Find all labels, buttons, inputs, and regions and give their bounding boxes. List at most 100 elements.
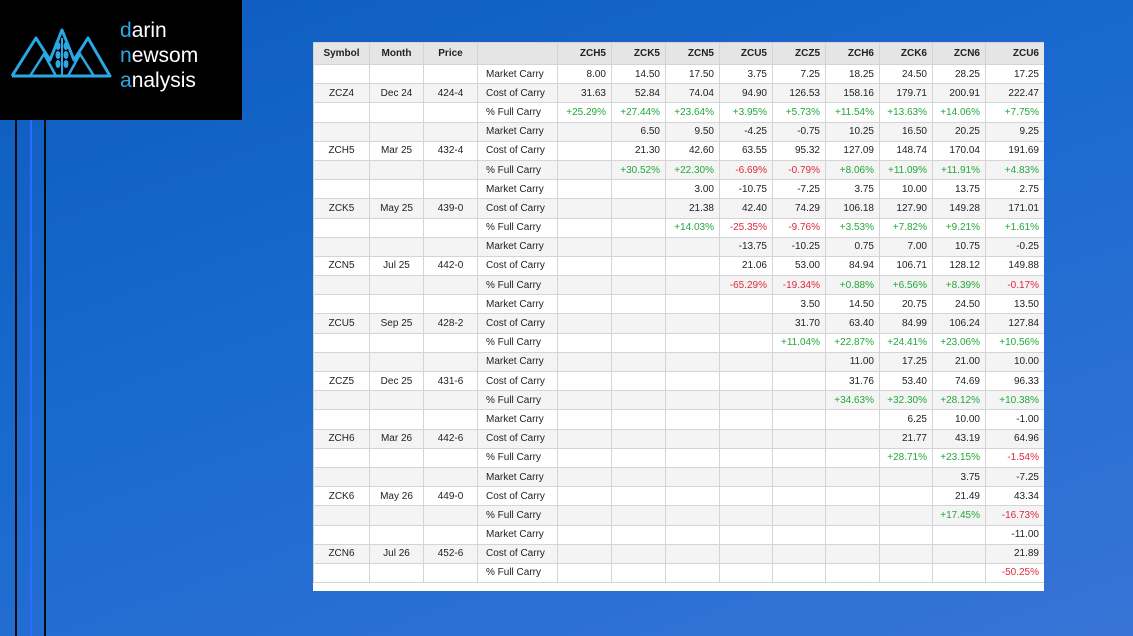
value-cell: -11.00 bbox=[985, 524, 1044, 545]
symbol-cell bbox=[313, 294, 370, 315]
left-rule-3 bbox=[44, 120, 46, 636]
value-cell: +34.63% bbox=[825, 390, 880, 411]
symbol-cell bbox=[313, 217, 370, 238]
metric-label-cell: Cost of Carry bbox=[477, 140, 558, 161]
symbol-cell bbox=[313, 332, 370, 353]
value-cell bbox=[719, 486, 773, 507]
value-cell bbox=[932, 524, 986, 545]
value-cell bbox=[825, 428, 880, 449]
value-cell bbox=[557, 562, 612, 584]
value-cell bbox=[772, 505, 826, 526]
value-cell: 3.75 bbox=[825, 179, 880, 200]
price-cell: 439-0 bbox=[423, 198, 478, 219]
value-cell: 31.70 bbox=[772, 313, 826, 334]
value-cell: 20.75 bbox=[879, 294, 933, 315]
value-cell bbox=[825, 524, 880, 545]
value-cell bbox=[879, 562, 933, 584]
value-cell: 10.75 bbox=[932, 236, 986, 257]
value-cell bbox=[719, 543, 773, 564]
value-cell: +7.75% bbox=[985, 102, 1044, 123]
value-cell bbox=[719, 351, 773, 373]
value-cell: +27.44% bbox=[611, 102, 666, 123]
price-cell: 442-6 bbox=[423, 428, 478, 449]
metric-label-cell: % Full Carry bbox=[477, 217, 558, 238]
value-cell: 14.50 bbox=[611, 63, 666, 85]
value-cell: +8.06% bbox=[825, 159, 880, 181]
table-row: Market Carry 3.75 -7.25 bbox=[313, 466, 1044, 488]
price-cell bbox=[423, 390, 478, 411]
value-cell bbox=[665, 524, 720, 545]
table-row: ZCN5 Jul 25 442-0 Cost of Carry 21.06 53.00 84… bbox=[313, 255, 1044, 277]
symbol-cell bbox=[313, 351, 370, 373]
value-cell: +25.29% bbox=[557, 102, 612, 123]
metric-label-cell: Market Carry bbox=[477, 179, 558, 200]
value-cell: 28.25 bbox=[932, 63, 986, 85]
value-cell bbox=[772, 351, 826, 373]
month-cell: Mar 26 bbox=[369, 428, 424, 449]
metric-label-cell: % Full Carry bbox=[477, 102, 558, 123]
value-cell bbox=[772, 466, 826, 488]
value-cell: 21.30 bbox=[611, 140, 666, 161]
value-cell bbox=[719, 447, 773, 468]
month-cell: May 26 bbox=[369, 486, 424, 507]
value-cell bbox=[611, 486, 666, 507]
table-row: % Full Carry +11.04% +22.87% +24.41% +23.06%… bbox=[313, 332, 1044, 353]
symbol-cell bbox=[313, 236, 370, 257]
column-header bbox=[477, 42, 558, 65]
price-cell bbox=[423, 409, 478, 430]
price-cell bbox=[423, 505, 478, 526]
column-header: Price bbox=[423, 42, 478, 65]
value-cell bbox=[665, 428, 720, 449]
column-header: ZCU5 bbox=[719, 42, 773, 65]
metric-label-cell: Cost of Carry bbox=[477, 370, 558, 392]
value-cell: 7.00 bbox=[879, 236, 933, 257]
table-row: ZCH5 Mar 25 432-4 Cost of Carry 21.30 42.60 63… bbox=[313, 140, 1044, 161]
value-cell bbox=[665, 447, 720, 468]
value-cell bbox=[825, 505, 880, 526]
value-cell bbox=[772, 370, 826, 392]
value-cell bbox=[665, 255, 720, 277]
value-cell: 10.00 bbox=[879, 179, 933, 200]
value-cell: 13.50 bbox=[985, 294, 1044, 315]
value-cell: -0.17% bbox=[985, 275, 1044, 296]
column-header: Month bbox=[369, 42, 424, 65]
brand-logo: darin newsom analysis bbox=[0, 0, 242, 120]
price-cell bbox=[423, 275, 478, 296]
value-cell bbox=[611, 390, 666, 411]
month-cell: Dec 25 bbox=[369, 370, 424, 392]
month-cell bbox=[369, 447, 424, 468]
value-cell bbox=[611, 562, 666, 584]
value-cell: 7.25 bbox=[772, 63, 826, 85]
value-cell bbox=[719, 428, 773, 449]
value-cell bbox=[825, 562, 880, 584]
value-cell: 20.25 bbox=[932, 121, 986, 142]
value-cell bbox=[665, 370, 720, 392]
value-cell: 74.04 bbox=[665, 83, 720, 104]
value-cell bbox=[557, 179, 612, 200]
column-header: ZCH5 bbox=[557, 42, 612, 65]
value-cell bbox=[557, 351, 612, 373]
value-cell: 0.75 bbox=[825, 236, 880, 257]
value-cell bbox=[611, 198, 666, 219]
value-cell bbox=[611, 370, 666, 392]
value-cell: +30.52% bbox=[611, 159, 666, 181]
price-cell: 449-0 bbox=[423, 486, 478, 507]
column-header: ZCH6 bbox=[825, 42, 880, 65]
value-cell: 149.28 bbox=[932, 198, 986, 219]
value-cell: -0.79% bbox=[772, 159, 826, 181]
symbol-cell: ZCK6 bbox=[313, 486, 370, 507]
value-cell: +14.06% bbox=[932, 102, 986, 123]
value-cell: 63.40 bbox=[825, 313, 880, 334]
price-cell bbox=[423, 121, 478, 142]
value-cell: +6.56% bbox=[879, 275, 933, 296]
value-cell bbox=[557, 466, 612, 488]
symbol-cell bbox=[313, 179, 370, 200]
value-cell: 128.12 bbox=[932, 255, 986, 277]
value-cell bbox=[772, 524, 826, 545]
value-cell: +22.30% bbox=[665, 159, 720, 181]
value-cell: 21.06 bbox=[719, 255, 773, 277]
metric-label-cell: Market Carry bbox=[477, 236, 558, 257]
price-cell bbox=[423, 524, 478, 545]
value-cell bbox=[665, 486, 720, 507]
value-cell: 31.63 bbox=[557, 83, 612, 104]
